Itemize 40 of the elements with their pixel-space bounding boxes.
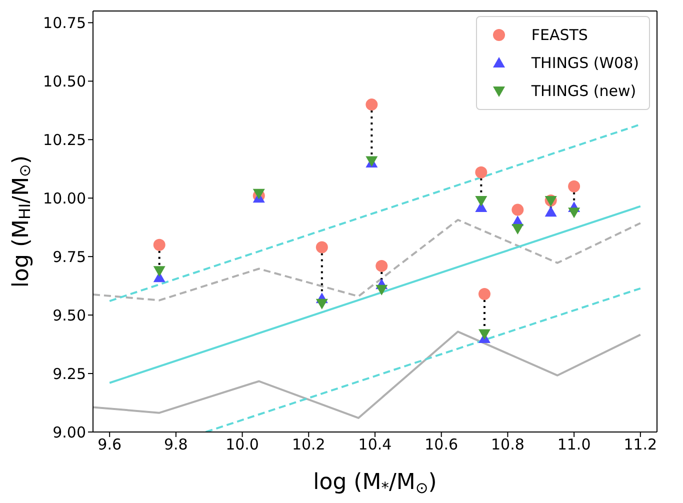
y-tick-label: 10.50 bbox=[43, 72, 86, 90]
x-tick-label: 10.8 bbox=[491, 436, 524, 454]
point bbox=[153, 266, 166, 277]
y-tick-label: 9.75 bbox=[52, 248, 86, 266]
point bbox=[512, 204, 524, 216]
point bbox=[376, 284, 388, 296]
point bbox=[376, 260, 388, 272]
y-tick-label: 10.25 bbox=[43, 130, 86, 149]
point bbox=[475, 196, 488, 206]
x-tick-label: 9.6 bbox=[98, 436, 122, 454]
point bbox=[316, 298, 328, 310]
legend-label: FEASTS bbox=[531, 26, 588, 44]
x-tick-label: 11.2 bbox=[624, 436, 658, 454]
x-tick-label: 9.8 bbox=[164, 436, 188, 454]
point bbox=[512, 224, 524, 235]
point bbox=[478, 288, 490, 300]
line-series bbox=[93, 330, 642, 419]
point bbox=[478, 329, 490, 340]
point bbox=[544, 206, 557, 217]
point bbox=[568, 180, 580, 192]
legend-label: THINGS (W08) bbox=[531, 54, 639, 72]
legend-label: THINGS (new) bbox=[531, 82, 636, 100]
y-tick-label: 10.75 bbox=[43, 14, 86, 32]
point bbox=[252, 188, 265, 200]
y-tick-label: 9.50 bbox=[52, 306, 86, 324]
y-tick-label: 9.00 bbox=[52, 423, 86, 442]
x-tick-label: 10.0 bbox=[226, 436, 259, 454]
x-tick-label: 11.0 bbox=[557, 436, 591, 454]
x-tick-label: 10.6 bbox=[424, 436, 458, 454]
x-tick-label: 10.2 bbox=[292, 436, 326, 454]
point bbox=[568, 208, 580, 218]
point bbox=[475, 166, 488, 178]
x-tick-label: 10.4 bbox=[358, 436, 392, 454]
y-tick-label: 9.25 bbox=[52, 364, 86, 383]
y-tick-label: 10.00 bbox=[43, 189, 86, 208]
line-series bbox=[93, 218, 642, 302]
point bbox=[366, 98, 378, 111]
x-axis-title: log (M$_{*}$/M$_{⊙}$) bbox=[313, 470, 437, 497]
point bbox=[153, 238, 166, 251]
point bbox=[316, 241, 328, 254]
